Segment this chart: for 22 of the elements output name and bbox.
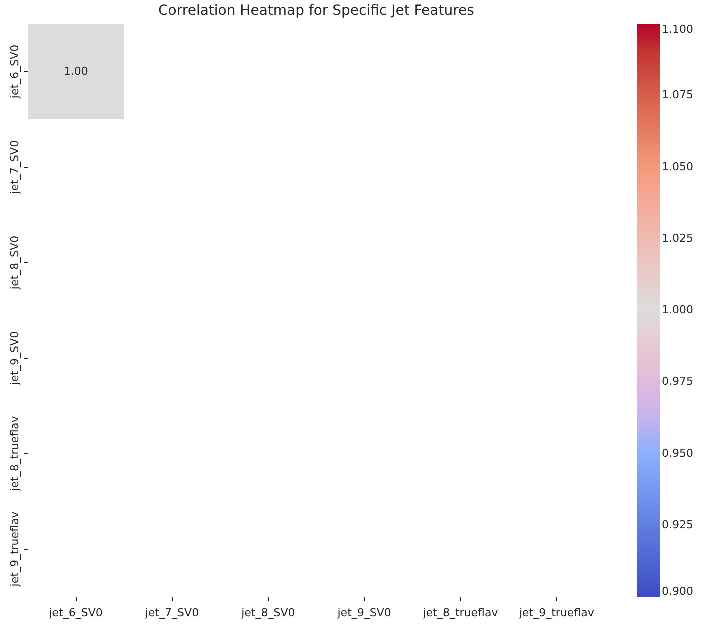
x-tick-label: jet_9_SV0 [336, 606, 392, 620]
y-tick-label: jet_8_SV0 [8, 236, 22, 291]
x-tick-label: jet_8_SV0 [240, 606, 296, 620]
color-bar-label: 0.975 [662, 375, 694, 388]
y-tick-label: jet_9_SV0 [8, 331, 22, 386]
color-bar-label: 1.050 [662, 160, 694, 174]
y-tick-label: jet_7_SV0 [8, 140, 22, 196]
chart-title: Correlation Heatmap for Specific Jet Features [158, 3, 474, 19]
x-tick-label: jet_9_trueflav [518, 606, 595, 620]
color-bar-label: 0.900 [662, 585, 694, 598]
color-bar-label: 1.075 [662, 88, 694, 102]
y-tick-label: jet_8_trueflav [8, 416, 22, 492]
color-bar-label: 1.100 [662, 23, 694, 36]
data-label: 1.00 [64, 64, 88, 78]
color-bar-label: 0.950 [662, 446, 694, 460]
y-tick-label: jet_6_SV0 [8, 44, 22, 100]
x-tick-label: jet_7_SV0 [144, 606, 200, 620]
color-bar-label: 1.000 [662, 304, 694, 316]
x-tick-label: jet_8_trueflav [422, 606, 499, 620]
color-bar-label: 0.925 [662, 518, 694, 532]
color-bar-label: 1.025 [662, 232, 694, 245]
x-tick-label: jet_6_SV0 [48, 606, 103, 620]
